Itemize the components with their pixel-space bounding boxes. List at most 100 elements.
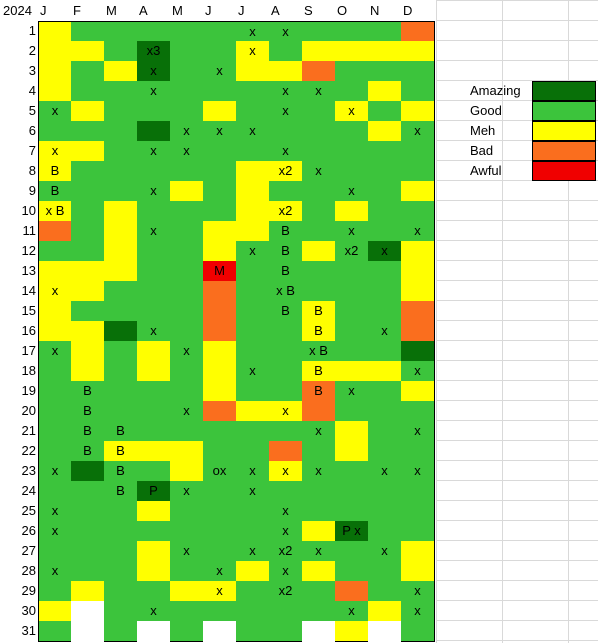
day-cell[interactable] [236,101,270,122]
day-cell[interactable]: x2 [269,541,303,562]
day-cell[interactable] [269,441,303,462]
day-cell[interactable] [236,61,270,82]
day-cell[interactable] [401,241,435,262]
day-cell[interactable] [71,121,105,142]
day-cell[interactable]: x [368,321,402,342]
day-cell[interactable] [368,361,402,382]
day-cell[interactable] [137,461,171,482]
day-cell[interactable]: x B [38,201,72,222]
day-cell[interactable] [104,301,138,322]
day-cell[interactable]: x [38,461,72,482]
day-cell[interactable] [302,61,336,82]
day-cell[interactable] [401,261,435,282]
day-cell[interactable] [71,621,105,642]
day-cell[interactable] [137,581,171,602]
day-cell[interactable] [401,481,435,502]
day-cell[interactable] [203,21,237,42]
day-cell[interactable]: x [170,401,204,422]
day-cell[interactable] [335,581,369,602]
day-cell[interactable] [236,161,270,182]
day-cell[interactable]: x [38,101,72,122]
day-cell[interactable]: x [335,381,369,402]
day-cell[interactable] [104,181,138,202]
day-cell[interactable] [170,261,204,282]
day-cell[interactable]: B [71,421,105,442]
day-cell[interactable] [38,361,72,382]
day-cell[interactable] [368,281,402,302]
day-cell[interactable]: x B [269,281,303,302]
day-cell[interactable]: x [236,21,270,42]
day-cell[interactable]: x2 [269,161,303,182]
day-cell[interactable] [302,621,336,642]
day-cell[interactable] [335,321,369,342]
day-cell[interactable] [302,121,336,142]
day-cell[interactable] [335,41,369,62]
day-cell[interactable] [38,121,72,142]
day-cell[interactable] [302,401,336,422]
day-cell[interactable]: B [38,161,72,182]
day-cell[interactable] [137,501,171,522]
day-cell[interactable] [335,61,369,82]
day-cell[interactable] [236,561,270,582]
day-cell[interactable] [71,481,105,502]
day-cell[interactable]: x [38,501,72,522]
day-cell[interactable]: x [269,501,303,522]
day-cell[interactable]: x [335,101,369,122]
day-cell[interactable] [368,261,402,282]
day-cell[interactable] [401,441,435,462]
day-cell[interactable] [302,41,336,62]
day-cell[interactable] [104,601,138,622]
day-cell[interactable] [137,341,171,362]
day-cell[interactable] [335,361,369,382]
day-cell[interactable]: x [137,81,171,102]
day-cell[interactable] [203,341,237,362]
day-cell[interactable] [302,261,336,282]
day-cell[interactable]: ox [203,461,237,482]
day-cell[interactable] [170,621,204,642]
day-cell[interactable] [203,421,237,442]
day-cell[interactable] [170,281,204,302]
day-cell[interactable] [104,621,138,642]
day-cell[interactable] [335,401,369,422]
day-cell[interactable]: x [236,121,270,142]
day-cell[interactable] [203,281,237,302]
day-cell[interactable] [104,501,138,522]
day-cell[interactable] [368,81,402,102]
day-cell[interactable]: M [203,261,237,282]
day-cell[interactable] [236,341,270,362]
day-cell[interactable] [38,621,72,642]
day-cell[interactable] [368,301,402,322]
day-cell[interactable] [170,321,204,342]
day-cell[interactable]: x [203,121,237,142]
day-cell[interactable]: x [203,61,237,82]
day-cell[interactable] [401,41,435,62]
day-cell[interactable] [269,421,303,442]
day-cell[interactable] [302,561,336,582]
day-cell[interactable] [302,501,336,522]
day-cell[interactable]: x [170,541,204,562]
day-cell[interactable]: x [269,141,303,162]
day-cell[interactable]: x [203,561,237,582]
day-cell[interactable] [203,241,237,262]
day-cell[interactable] [269,361,303,382]
day-cell[interactable] [335,461,369,482]
day-cell[interactable] [170,301,204,322]
day-cell[interactable]: x [269,561,303,582]
day-cell[interactable] [368,181,402,202]
day-cell[interactable]: B [104,481,138,502]
day-cell[interactable] [104,241,138,262]
day-cell[interactable] [203,101,237,122]
day-cell[interactable] [170,61,204,82]
day-cell[interactable] [401,281,435,302]
day-cell[interactable] [335,501,369,522]
day-cell[interactable] [269,321,303,342]
day-cell[interactable] [170,201,204,222]
day-cell[interactable] [170,41,204,62]
day-cell[interactable] [71,161,105,182]
day-cell[interactable]: B [104,441,138,462]
day-cell[interactable] [401,101,435,122]
day-cell[interactable] [335,301,369,322]
day-cell[interactable] [137,401,171,422]
day-cell[interactable]: x [137,141,171,162]
day-cell[interactable] [38,241,72,262]
